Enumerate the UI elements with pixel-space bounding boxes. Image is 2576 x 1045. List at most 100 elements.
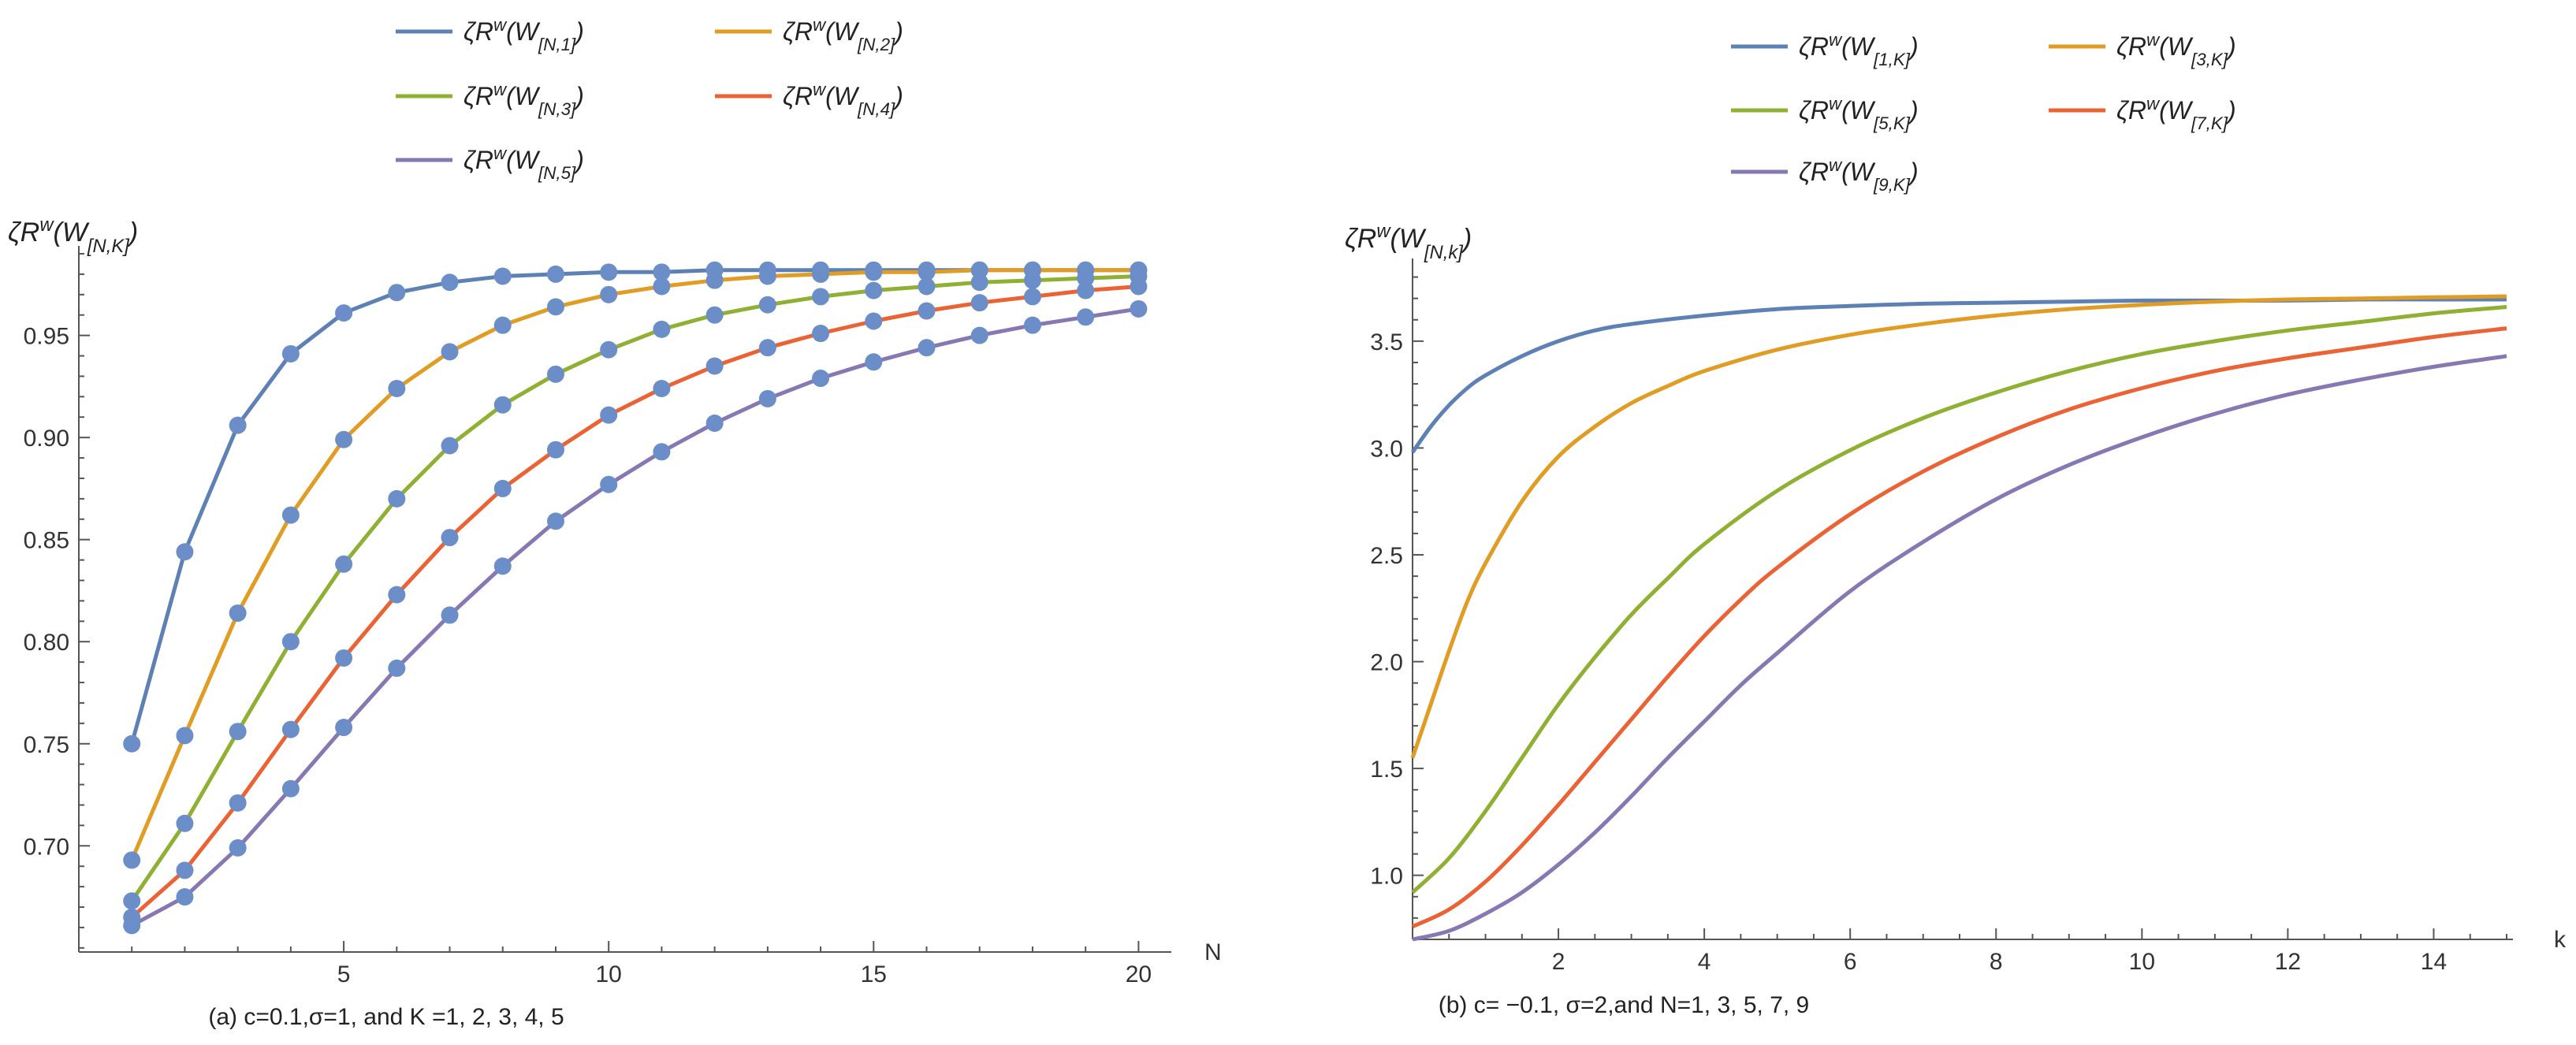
data-point-5 bbox=[441, 606, 459, 624]
y-tick-label: 3.0 bbox=[1370, 436, 1403, 462]
data-point-5 bbox=[918, 339, 936, 357]
data-point-5 bbox=[335, 719, 353, 737]
legend-label: ζRw(W[9,K]) bbox=[1799, 155, 1919, 195]
data-point-3 bbox=[970, 273, 988, 292]
x-tick-label: 12 bbox=[2275, 949, 2301, 975]
data-point-1 bbox=[600, 263, 618, 281]
y-tick-label: 2.0 bbox=[1370, 650, 1403, 676]
legend-label: ζRw(W[1,K]) bbox=[1799, 30, 1919, 69]
data-point-3 bbox=[388, 489, 406, 508]
x-axis-label: N bbox=[1204, 939, 1222, 965]
data-point-2 bbox=[493, 316, 512, 334]
y-tick-label: 0.85 bbox=[24, 528, 69, 554]
legend-label: ζRw(W[3,K]) bbox=[2116, 30, 2236, 69]
y-tick-label: 1.0 bbox=[1370, 864, 1403, 890]
y-tick-label: 1.5 bbox=[1370, 757, 1403, 783]
x-tick-label: 10 bbox=[2129, 949, 2155, 975]
y-tick-label: 0.80 bbox=[24, 630, 69, 656]
data-point-2 bbox=[123, 851, 141, 869]
data-point-4 bbox=[546, 441, 564, 459]
legend-label: ζRw(W[N,4]) bbox=[783, 80, 903, 119]
series-line-3 bbox=[1411, 305, 2507, 894]
data-point-5 bbox=[493, 557, 512, 575]
data-point-1 bbox=[123, 734, 141, 753]
data-point-2 bbox=[176, 727, 194, 745]
data-point-3 bbox=[918, 277, 936, 296]
chart-panel-a: ζRw(W[N,1]) ζRw(W[N,2]) ζRw(W[N,3]) ζRw(W[N… bbox=[8, 15, 1222, 1031]
data-point-3 bbox=[653, 320, 671, 338]
data-point-4 bbox=[388, 586, 406, 604]
data-point-2 bbox=[546, 298, 564, 316]
caption-a: (a) c=0.1,σ=1, and K =1, 2, 3, 4, 5 bbox=[208, 1004, 564, 1030]
data-point-5 bbox=[758, 389, 776, 407]
data-point-4 bbox=[176, 861, 194, 880]
data-point-3 bbox=[600, 340, 618, 359]
data-point-2 bbox=[653, 277, 671, 296]
x-tick-label: 2 bbox=[1552, 949, 1565, 975]
x-tick-label: 5 bbox=[337, 961, 351, 987]
x-tick-label: 15 bbox=[861, 961, 887, 987]
legend-label: ζRw(W[N,5]) bbox=[463, 143, 584, 183]
legend-a: ζRw(W[N,1]) ζRw(W[N,2]) ζRw(W[N,3]) ζRw(W[N… bbox=[396, 15, 903, 183]
data-point-5 bbox=[1077, 308, 1095, 326]
data-point-5 bbox=[546, 512, 564, 530]
data-point-2 bbox=[918, 263, 936, 281]
data-point-4 bbox=[493, 479, 512, 497]
x-tick-label: 14 bbox=[2421, 949, 2447, 975]
x-tick-label: 4 bbox=[1698, 949, 1711, 975]
data-point-4 bbox=[281, 720, 300, 738]
data-point-5 bbox=[388, 659, 406, 677]
data-point-2 bbox=[229, 604, 247, 622]
plot-a: 5 10 15 20 0.70 0.75 0.80 0.85 0.90 0.95 ζRw(W[N,K… bbox=[8, 214, 1222, 988]
chart-a-svg: ζRw(W[N,1]) ζRw(W[N,2]) ζRw(W[N,3]) ζRw(W[N… bbox=[8, 15, 1222, 1031]
data-point-3 bbox=[1077, 270, 1095, 288]
data-point-5 bbox=[970, 326, 988, 344]
data-point-4 bbox=[600, 406, 618, 424]
y-tick-label: 0.70 bbox=[24, 834, 69, 860]
legend-label: ζRw(W[N,3]) bbox=[463, 80, 584, 119]
data-point-4 bbox=[653, 379, 671, 397]
data-point-1 bbox=[441, 273, 459, 292]
data-point-2 bbox=[865, 263, 883, 281]
data-point-3 bbox=[812, 288, 830, 306]
legend-label: ζRw(W[N,1]) bbox=[463, 15, 584, 54]
data-point-4 bbox=[758, 339, 776, 357]
plot-b: 2 4 6 8 10 12 14 1.0 1.5 2.0 2.5 3.0 3.5 ζRw(W[N,k]) k bbox=[1345, 221, 2567, 976]
data-point-3 bbox=[335, 555, 353, 573]
data-point-5 bbox=[865, 353, 883, 371]
series-line-4 bbox=[130, 284, 1139, 919]
series-line-5 bbox=[131, 307, 1139, 928]
data-point-5 bbox=[281, 779, 300, 798]
data-point-5 bbox=[123, 917, 141, 935]
series-line-3 bbox=[130, 274, 1139, 902]
y-tick-label: 0.95 bbox=[24, 324, 69, 350]
y-tick-label: 0.75 bbox=[24, 732, 69, 758]
x-axis-label: k bbox=[2554, 927, 2567, 953]
series-line-2 bbox=[129, 268, 1139, 861]
data-point-5 bbox=[229, 839, 247, 857]
data-point-5 bbox=[705, 415, 724, 433]
series-line-2 bbox=[1410, 294, 2507, 759]
data-point-4 bbox=[441, 529, 459, 547]
data-point-5 bbox=[812, 370, 830, 388]
data-point-2 bbox=[600, 285, 618, 303]
legend-label: ζRw(W[5,K]) bbox=[1799, 94, 1919, 133]
data-point-1 bbox=[229, 416, 247, 434]
legend-b: ζRw(W[1,K]) ζRw(W[3,K]) ζRw(W[5,K]) ζRw(W[7… bbox=[1731, 30, 2236, 195]
data-point-2 bbox=[388, 379, 406, 397]
data-point-3 bbox=[123, 892, 141, 910]
data-point-1 bbox=[388, 284, 406, 302]
caption-b: (b) c= −0.1, σ=2,and N=1, 3, 5, 7, 9 bbox=[1439, 992, 1809, 1018]
data-point-4 bbox=[865, 312, 883, 330]
data-point-4 bbox=[1077, 281, 1095, 299]
data-point-3 bbox=[493, 396, 512, 414]
data-point-5 bbox=[1130, 299, 1148, 318]
data-point-5 bbox=[653, 443, 671, 461]
chart-panel-b: ζRw(W[1,K]) ζRw(W[3,K]) ζRw(W[5,K]) ζRw(W[7… bbox=[1288, 0, 2576, 1045]
data-point-1 bbox=[281, 344, 300, 363]
data-point-1 bbox=[653, 263, 671, 281]
data-point-4 bbox=[1023, 288, 1041, 306]
data-point-4 bbox=[918, 302, 936, 320]
data-point-1 bbox=[335, 304, 353, 322]
legend-label: ζRw(W[N,2]) bbox=[783, 15, 903, 54]
